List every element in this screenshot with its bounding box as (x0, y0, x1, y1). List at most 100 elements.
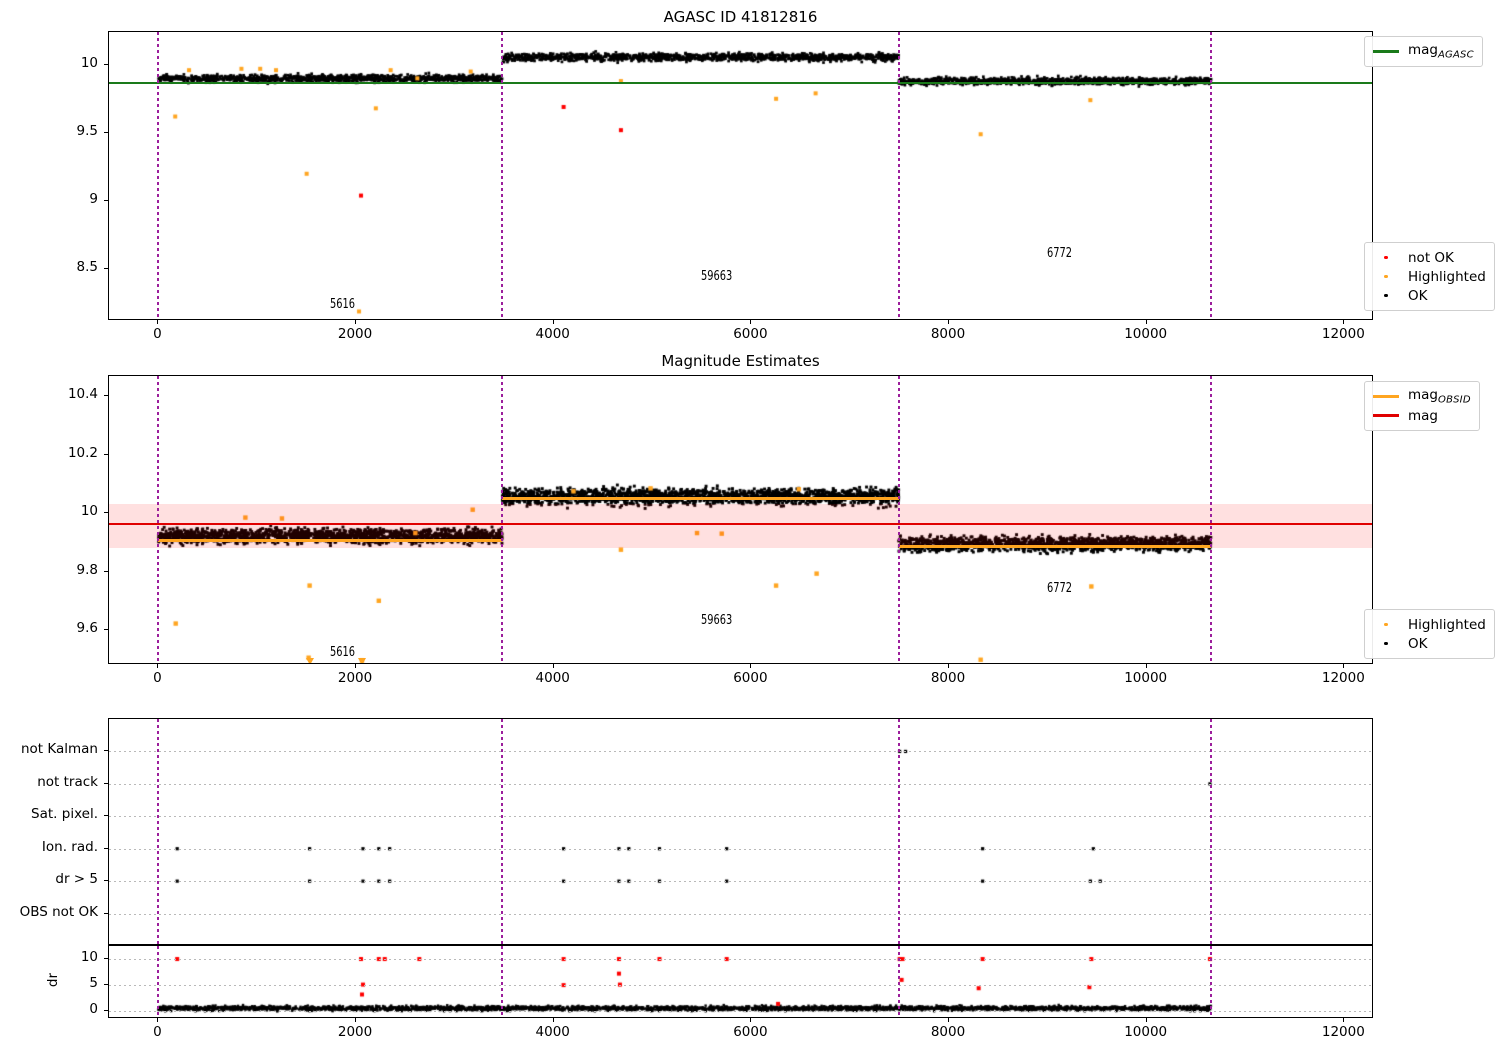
x-tick-mark (1145, 664, 1147, 668)
panel2-title: Magnitude Estimates (661, 352, 820, 370)
panel2-scatter-canvas (109, 376, 1372, 663)
y-tick-mark (104, 958, 108, 960)
obsid-divider-line (157, 32, 160, 319)
mag-agasc-line (109, 81, 1372, 84)
panel1-legend-status[interactable]: not OK Highlighted OK (1364, 242, 1495, 311)
flag-category-label: dr > 5 (55, 871, 98, 888)
x-tick-label: 10000 (1124, 670, 1168, 686)
legend-status-item[interactable]: not OK (1373, 248, 1486, 267)
obsid-divider-line (1209, 376, 1212, 663)
legend-dot-swatch (1373, 274, 1399, 279)
legend-line-swatch (1373, 395, 1399, 398)
x-tick-label: 4000 (535, 1024, 570, 1040)
y-tick-label: 9 (89, 191, 98, 208)
x-tick-label: 6000 (733, 326, 768, 342)
x-tick-mark (355, 320, 357, 324)
legend-label: magAGASC (1408, 42, 1474, 61)
y-tick-mark (104, 782, 108, 784)
y-tick-mark (104, 750, 108, 752)
legend-maglines-item[interactable]: mag (1373, 406, 1471, 425)
x-tick-mark (355, 664, 357, 668)
y-tick-mark (104, 1010, 108, 1012)
x-tick-mark (355, 1018, 357, 1022)
flag-category-label: not Kalman (20, 741, 98, 758)
x-tick-mark (552, 1018, 554, 1022)
legend-status-item[interactable]: Highlighted (1373, 615, 1486, 634)
dr-gridline (109, 985, 1372, 987)
legend-magagasc-item[interactable]: magAGASC (1373, 42, 1474, 61)
x-tick-label: 12000 (1321, 326, 1365, 342)
obsid-divider-line (897, 946, 900, 1017)
y-tick-mark (104, 63, 108, 65)
x-tick-label: 0 (153, 326, 162, 342)
legend-label: not OK (1408, 249, 1454, 266)
panel2-legend-maglines[interactable]: magOBSID mag (1364, 381, 1480, 431)
panel1-axes (108, 31, 1373, 320)
x-tick-label: 4000 (535, 326, 570, 342)
y-tick-mark (104, 984, 108, 986)
legend-label: Highlighted (1408, 616, 1486, 633)
flag-gridline (109, 913, 1372, 915)
x-tick-mark (750, 1018, 752, 1022)
obsid-label: 59663 (700, 268, 733, 284)
obsid-label: 6772 (1046, 580, 1072, 596)
obsid-divider-line (157, 376, 160, 663)
panel3-dr-axes (108, 945, 1373, 1018)
legend-line-swatch (1373, 50, 1399, 53)
x-tick-mark (1343, 1018, 1345, 1022)
x-tick-mark (157, 320, 159, 324)
flag-gridline (109, 816, 1372, 818)
panel3-flags-canvas (109, 719, 1372, 944)
obsid-divider-line (1209, 719, 1212, 944)
x-tick-mark (552, 664, 554, 668)
x-tick-mark (552, 320, 554, 324)
x-tick-mark (1145, 1018, 1147, 1022)
y-tick-mark (104, 131, 108, 133)
panel1-legend-magagasc[interactable]: magAGASC (1364, 36, 1483, 67)
panel1-title: AGASC ID 41812816 (663, 8, 818, 26)
panel2-legend-status[interactable]: Highlighted OK (1364, 609, 1495, 659)
x-tick-mark (948, 664, 950, 668)
x-tick-label: 8000 (930, 670, 966, 686)
obsid-divider-line (501, 719, 504, 944)
y-tick-mark (104, 912, 108, 914)
legend-dot-swatch (1373, 293, 1399, 298)
dr-axis-label: dr (45, 972, 61, 988)
flag-category-label: OBS not OK (19, 903, 98, 920)
clipped-point-marker (358, 658, 366, 663)
legend-maglines-item[interactable]: magOBSID (1373, 387, 1471, 406)
y-tick-label: 9.6 (76, 619, 98, 636)
x-tick-mark (157, 664, 159, 668)
x-tick-label: 2000 (337, 326, 373, 342)
obsid-label: 59663 (700, 612, 733, 628)
y-tick-label: 10.4 (67, 386, 98, 403)
legend-label: OK (1408, 635, 1428, 652)
flag-gridline (109, 751, 1372, 753)
y-tick-mark (104, 200, 108, 202)
y-tick-mark (104, 628, 108, 630)
y-tick-label: 10 (80, 54, 98, 71)
flag-gridline (109, 881, 1372, 883)
mag-obsid-line (158, 539, 503, 543)
x-tick-label: 8000 (930, 326, 966, 342)
obsid-divider-line (897, 719, 900, 944)
panel2-axes (108, 375, 1373, 664)
x-tick-mark (750, 320, 752, 324)
x-tick-label: 6000 (733, 1024, 768, 1040)
x-tick-mark (948, 1018, 950, 1022)
mag-line (109, 523, 1372, 526)
legend-status-item[interactable]: OK (1373, 286, 1486, 305)
dr-gridline (109, 959, 1372, 961)
x-tick-mark (1343, 320, 1345, 324)
legend-label-subscript: OBSID (1438, 394, 1471, 406)
y-tick-mark (104, 512, 108, 514)
x-tick-label: 2000 (337, 1024, 373, 1040)
obsid-label: 5616 (330, 297, 356, 313)
legend-line-swatch (1373, 414, 1399, 417)
x-tick-mark (750, 664, 752, 668)
x-tick-mark (1343, 664, 1345, 668)
legend-status-item[interactable]: Highlighted (1373, 267, 1486, 286)
x-tick-label: 0 (153, 1024, 162, 1040)
legend-status-item[interactable]: OK (1373, 634, 1486, 653)
